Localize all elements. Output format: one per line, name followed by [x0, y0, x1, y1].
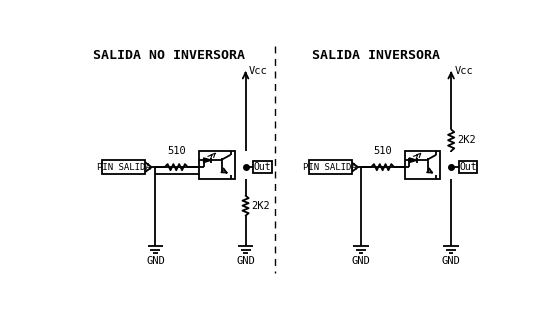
- Text: 2K2: 2K2: [252, 201, 271, 211]
- Polygon shape: [204, 158, 211, 163]
- Bar: [309, 160, 352, 174]
- Text: Vcc: Vcc: [454, 66, 473, 76]
- Text: Out: Out: [253, 162, 271, 172]
- Text: 2K2: 2K2: [458, 135, 476, 145]
- Text: SALIDA NO INVERSORA: SALIDA NO INVERSORA: [92, 49, 244, 61]
- Bar: [405, 151, 440, 179]
- Bar: [253, 161, 272, 173]
- Text: GND: GND: [442, 256, 461, 266]
- Polygon shape: [409, 158, 417, 163]
- Bar: [103, 160, 146, 174]
- Text: Vcc: Vcc: [249, 66, 267, 76]
- Text: Out: Out: [459, 162, 477, 172]
- Text: GND: GND: [146, 256, 165, 266]
- Bar: [199, 151, 235, 179]
- Text: GND: GND: [352, 256, 371, 266]
- Text: PIN SALIDA: PIN SALIDA: [303, 163, 357, 172]
- Bar: [459, 161, 477, 173]
- Text: 510: 510: [373, 146, 392, 156]
- Text: GND: GND: [236, 256, 255, 266]
- Text: PIN SALIDA: PIN SALIDA: [97, 163, 151, 172]
- Text: 510: 510: [167, 146, 186, 156]
- Text: SALIDA INVERSORA: SALIDA INVERSORA: [313, 49, 440, 61]
